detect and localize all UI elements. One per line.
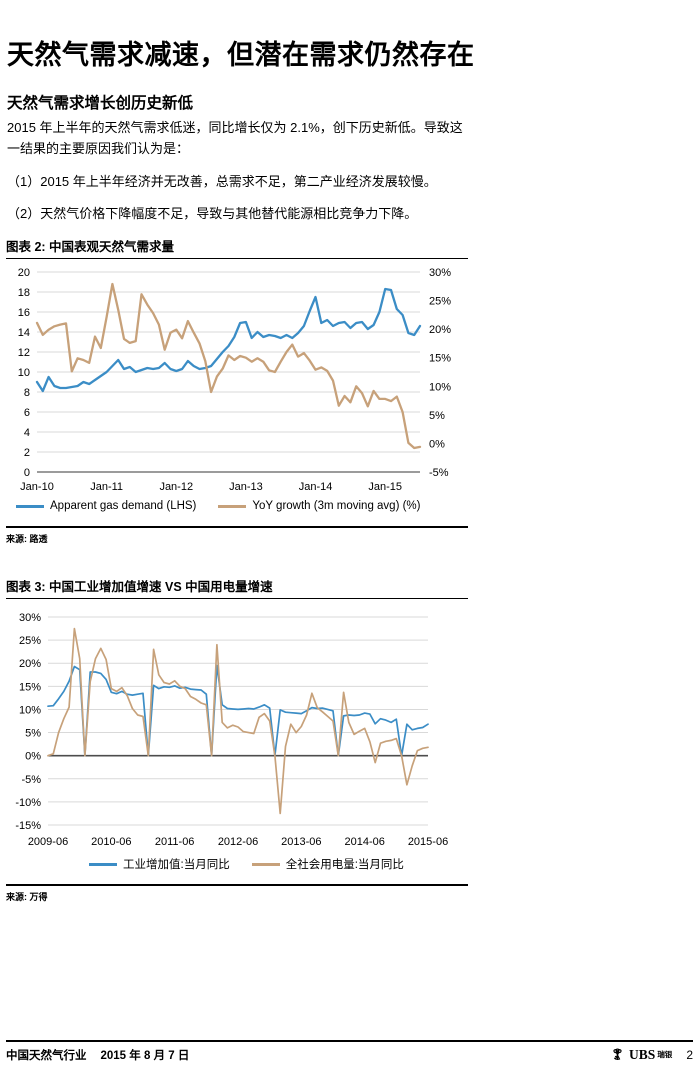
- svg-text:2009-06: 2009-06: [28, 836, 68, 848]
- intro-paragraph: 2015 年上半年的天然气需求低迷，同比增长仅为 2.1%，创下历史新低。导致这…: [7, 120, 463, 156]
- figure-gas-demand: 图表 2: 中国表观天然气需求量 20 18 16 14 12 10 8 6 4 2 0 30% 25%…: [6, 236, 468, 558]
- svg-text:15%: 15%: [19, 681, 41, 693]
- footer: 中国天然气行业 2015 年 8 月 7 日 UBS 瑞银: [6, 1047, 693, 1063]
- svg-text:2011-06: 2011-06: [155, 836, 195, 848]
- figure3-top-rule: [6, 598, 468, 599]
- svg-text:2013-06: 2013-06: [281, 836, 321, 848]
- svg-text:2015-06: 2015-06: [408, 836, 448, 848]
- figure3-caption: 图表 3: 中国工业增加值增速 VS 中国用电量增速: [6, 580, 273, 594]
- svg-text:-5%: -5%: [429, 467, 449, 479]
- svg-text:Jan-10: Jan-10: [20, 481, 54, 493]
- figure3-source: 来源: 万得: [6, 892, 48, 902]
- svg-text:2: 2: [24, 447, 30, 459]
- legend-label-industrial: 工业增加值:当月同比: [123, 859, 230, 871]
- figure2-caption: 图表 2: 中国表观天然气需求量: [6, 240, 175, 254]
- figure2-bottom-rule: [6, 526, 468, 528]
- legend-line-industrial-icon: [89, 862, 117, 866]
- svg-text:8: 8: [24, 387, 30, 399]
- figure2-top-rule: [6, 258, 468, 259]
- svg-text:10%: 10%: [19, 704, 41, 716]
- svg-text:Jan-12: Jan-12: [159, 481, 193, 493]
- footer-rule: [6, 1040, 693, 1042]
- legend-line-electricity-icon: [251, 862, 280, 866]
- legend-label-gas-demand: Apparent gas demand (LHS): [50, 500, 197, 512]
- svg-text:14: 14: [18, 327, 30, 339]
- section-heading: 天然气需求增长创历史新低: [7, 95, 194, 112]
- svg-text:25%: 25%: [429, 296, 451, 308]
- svg-text:Jan-14: Jan-14: [299, 481, 333, 493]
- reason-point-2: （2）天然气价格下降幅度不足，导致与其他替代能源相比竞争力下降。: [7, 206, 418, 221]
- footer-date: 2015 年 8 月 7 日: [100, 1050, 190, 1062]
- svg-text:5%: 5%: [25, 728, 41, 740]
- svg-text:20%: 20%: [429, 324, 451, 336]
- figure3-bottom-rule: [6, 884, 468, 886]
- svg-text:2014-06: 2014-06: [344, 836, 384, 848]
- svg-text:0%: 0%: [25, 751, 41, 763]
- figure2-legend: Apparent gas demand (LHS) YoY growth (3m…: [16, 500, 443, 512]
- svg-text:-5%: -5%: [21, 774, 41, 786]
- figure3-legend: 工业增加值:当月同比 全社会用电量:当月同比: [89, 856, 426, 872]
- svg-text:Jan-11: Jan-11: [90, 481, 123, 493]
- legend-label-electricity: 全社会用电量:当月同比: [285, 859, 404, 871]
- svg-text:Jan-15: Jan-15: [368, 481, 402, 493]
- legend-line-yoy-growth-icon: [218, 504, 247, 508]
- legend-label-yoy-growth: YoY growth (3m moving avg) (%): [252, 500, 421, 512]
- svg-text:30%: 30%: [19, 612, 41, 624]
- figure-industrial-vs-electricity: 图表 3: 中国工业增加值增速 VS 中国用电量增速 30% 25% 20% 15% 1…: [6, 576, 468, 906]
- ubs-keys-icon: [613, 1048, 622, 1060]
- svg-text:20: 20: [18, 267, 30, 279]
- svg-text:6: 6: [24, 407, 30, 419]
- svg-text:10%: 10%: [429, 381, 451, 393]
- svg-text:Jan-13: Jan-13: [229, 481, 263, 493]
- page-number: 2: [686, 1048, 693, 1062]
- svg-text:2012-06: 2012-06: [218, 836, 258, 848]
- footer-doc-title: 中国天然气行业: [6, 1050, 87, 1062]
- svg-text:30%: 30%: [429, 267, 451, 279]
- page-title: 天然气需求减速，但潜在需求仍然存在: [7, 40, 475, 70]
- ubs-wordmark: UBS: [629, 1047, 656, 1062]
- industrial-electricity-chart: 30% 25% 20% 15% 10% 5% 0% -5% -10% -15% 2009-06 201…: [15, 612, 448, 848]
- svg-text:0: 0: [24, 467, 30, 479]
- svg-text:25%: 25%: [19, 635, 41, 647]
- gas-demand-chart: 2018161412108642030%25%20%15%10%5%0%-5%J…: [18, 267, 451, 493]
- svg-text:20%: 20%: [19, 658, 41, 670]
- svg-text:-10%: -10%: [15, 797, 41, 809]
- legend-line-gas-demand-icon: [16, 504, 44, 508]
- svg-text:10: 10: [18, 367, 30, 379]
- figure2-source: 来源: 路透: [6, 534, 48, 544]
- svg-text:5%: 5%: [429, 410, 445, 422]
- svg-text:4: 4: [24, 427, 30, 439]
- svg-text:15%: 15%: [429, 353, 451, 365]
- ubs-wordmark-cn: 瑞银: [657, 1050, 673, 1060]
- svg-text:18: 18: [18, 287, 30, 299]
- svg-text:0%: 0%: [429, 438, 445, 450]
- svg-text:12: 12: [18, 347, 30, 359]
- svg-text:2010-06: 2010-06: [91, 836, 131, 848]
- reason-point-1: （1）2015 年上半年经济并无改善，总需求不足，第二产业经济发展较慢。: [7, 174, 437, 189]
- svg-text:-15%: -15%: [15, 820, 41, 832]
- svg-text:16: 16: [18, 307, 30, 319]
